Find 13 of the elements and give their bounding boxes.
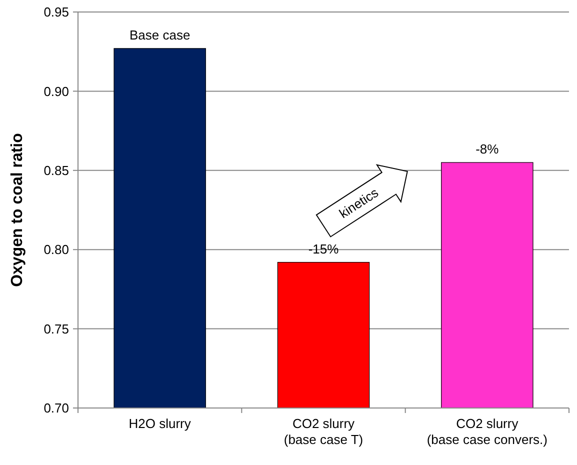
y-tick-label: 0.85 [44,162,69,178]
annotation: -15% [308,241,340,256]
x-tick-label: H2O slurry [128,416,192,431]
y-tick-label: 0.80 [44,242,69,258]
annotation: Base case [129,27,190,42]
x-tick-label: CO2 slurry (base case T) [284,416,364,447]
y-tick-label: 0.95 [44,4,69,20]
annotation: -8% [476,141,500,156]
y-tick-label: 0.70 [44,400,69,416]
x-tick-label: CO2 slurry (base case convers.) [426,416,548,447]
y-axis-title: Oxygen to coal ratio [9,132,26,287]
y-tick-label: 0.75 [44,321,69,336]
y-tick-label: 0.90 [44,84,69,99]
